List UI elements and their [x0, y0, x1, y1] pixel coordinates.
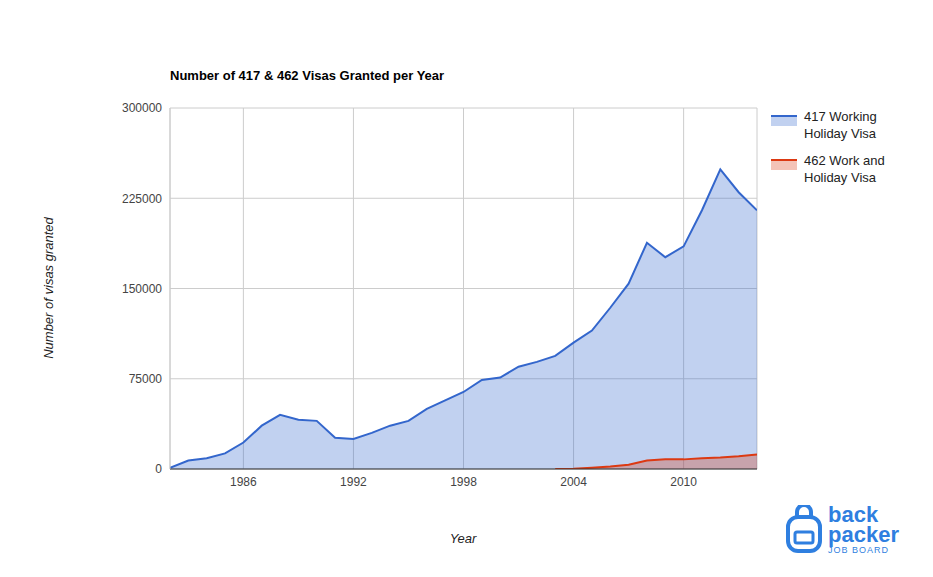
- svg-text:1986: 1986: [230, 475, 257, 489]
- svg-text:225000: 225000: [122, 192, 162, 206]
- html-text:back: back: [828, 502, 879, 527]
- html-text:JOB BOARD: JOB BOARD: [828, 545, 889, 555]
- html-text:Number of 417 & 462 Visas Gran: Number of 417 & 462 Visas Granted per Ye…: [170, 68, 445, 83]
- svg-text:2010: 2010: [670, 475, 697, 489]
- svg-text:1998: 1998: [450, 475, 477, 489]
- svg-text:1992: 1992: [340, 475, 367, 489]
- html-text:Number of visas granted: Number of visas granted: [40, 217, 56, 359]
- svg-text:150000: 150000: [122, 282, 162, 296]
- html-text:packer: packer: [828, 522, 899, 547]
- html-text:462 Work and Holiday Visa: 462 Work and Holiday Visa: [804, 153, 885, 185]
- svg-text:0: 0: [155, 462, 162, 476]
- html-text:417 Working Holiday Visa: 417 Working Holiday Visa: [804, 109, 877, 141]
- svg-text:2004: 2004: [560, 475, 587, 489]
- svg-text:75000: 75000: [129, 372, 163, 386]
- html-text:Year: Year: [449, 530, 477, 546]
- svg-text:300000: 300000: [122, 101, 162, 115]
